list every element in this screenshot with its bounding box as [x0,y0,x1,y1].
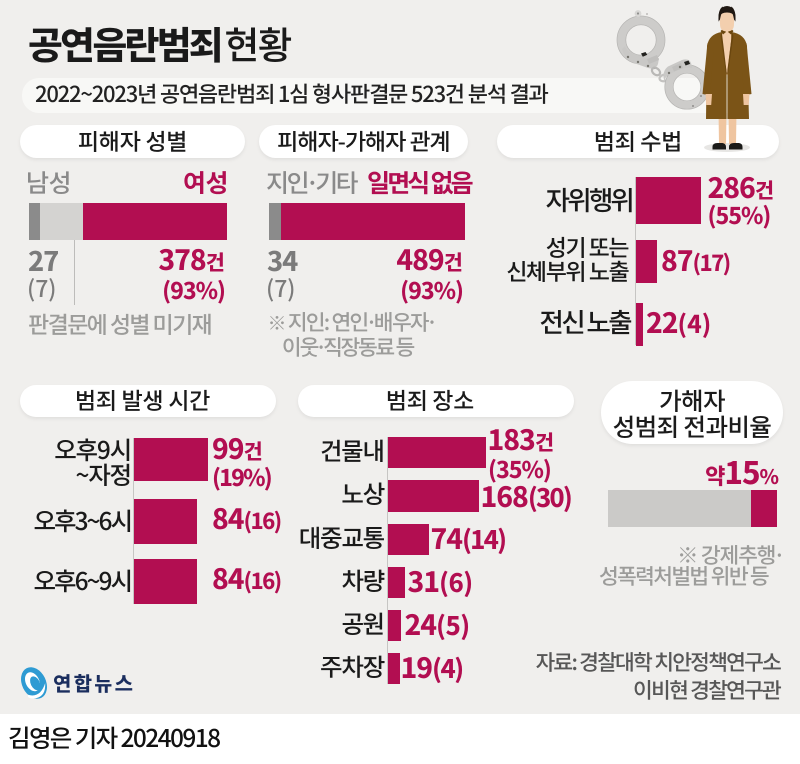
svg-text:연합뉴스: 연합뉴스 [53,668,135,697]
